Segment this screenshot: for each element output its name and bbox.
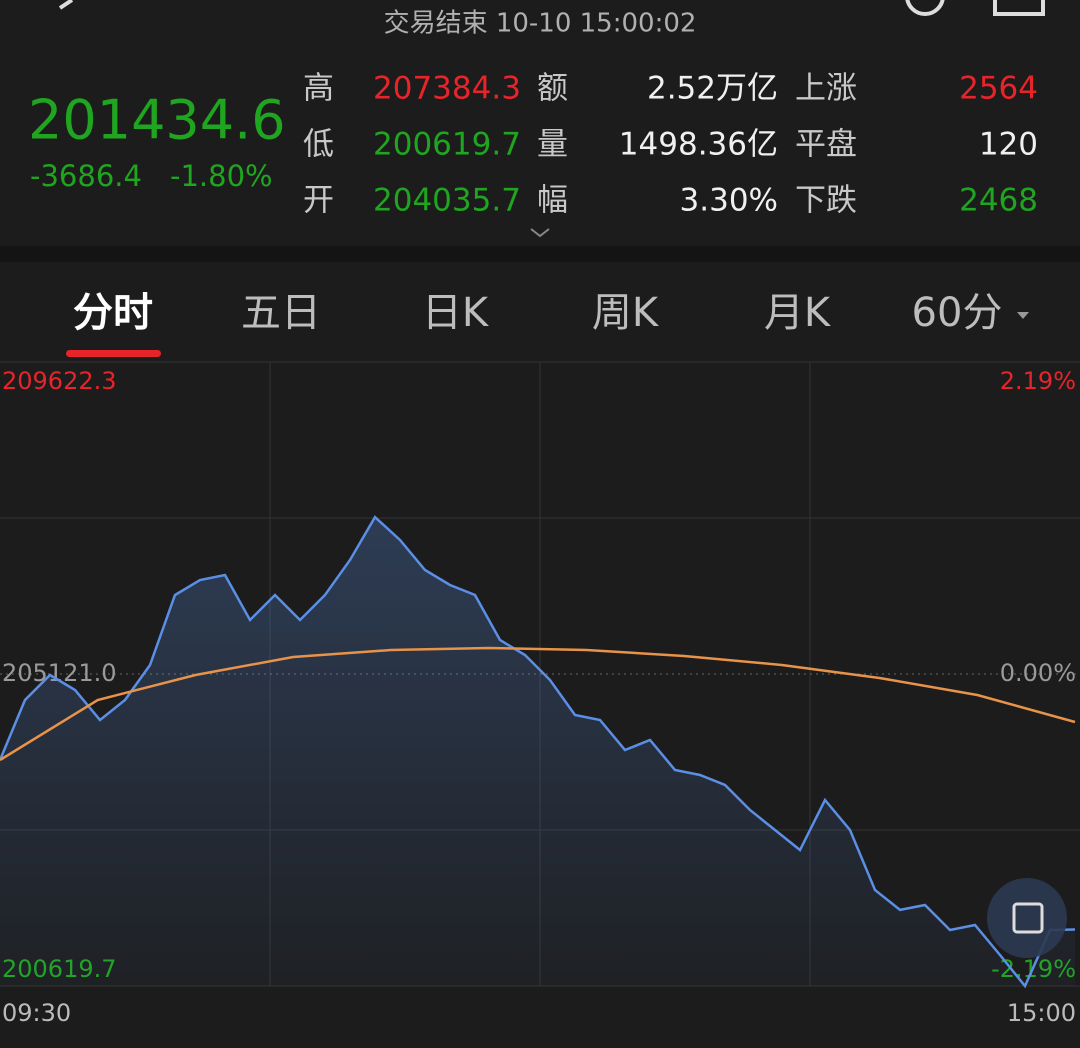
change-pct: -1.80% bbox=[170, 159, 273, 193]
float-icon[interactable] bbox=[1012, 902, 1044, 934]
expand[interactable] bbox=[530, 228, 550, 238]
stat-text: 1498.36亿 bbox=[619, 127, 778, 163]
stat-text: 2564 bbox=[959, 71, 1038, 107]
dropdown-arrow[interactable] bbox=[1017, 312, 1029, 319]
avg-line bbox=[0, 646, 1076, 762]
stat-text: 低 bbox=[303, 127, 334, 163]
stats: 高 207384.3 额 2.52万亿 上涨 2564 低 200619.7 量 1498.36亿… bbox=[303, 71, 1038, 219]
stat-text: 高 bbox=[303, 71, 334, 107]
price-area bbox=[0, 517, 1075, 986]
stat-text: 204035.7 bbox=[373, 183, 521, 219]
stat-text: 下跌 bbox=[795, 183, 857, 219]
stat-text: 平盘 bbox=[795, 127, 857, 163]
divider bbox=[0, 246, 1080, 262]
y-tick-label: 209622.3 bbox=[2, 367, 117, 395]
change: -3686.4 bbox=[30, 159, 142, 193]
price-line bbox=[0, 515, 1076, 989]
price: 201434.6 bbox=[28, 89, 286, 152]
stat-text: 120 bbox=[979, 127, 1038, 163]
tab[interactable]: 周K bbox=[592, 290, 660, 336]
back-icon[interactable] bbox=[58, 0, 74, 10]
x-tick-label: 09:30 bbox=[2, 999, 71, 1027]
float-button[interactable] bbox=[987, 878, 1067, 958]
stat-text: 开 bbox=[303, 183, 334, 219]
search-icon[interactable] bbox=[905, 0, 945, 16]
y2-tick-label: 2.19% bbox=[1000, 367, 1076, 395]
tab[interactable]: 五日 bbox=[241, 290, 321, 336]
stat-text: 3.30% bbox=[680, 183, 778, 219]
stat-text: 2.52万亿 bbox=[647, 71, 778, 107]
chart: 209622.3205121.0200619.72.19%0.00%-2.19%… bbox=[0, 361, 1080, 1027]
status: 交易结束 10-10 15:00:02 bbox=[384, 9, 697, 39]
tab[interactable]: 日K bbox=[422, 290, 490, 336]
stat-text: 量 bbox=[537, 127, 568, 163]
stat-text: 2468 bbox=[959, 183, 1038, 219]
stat-text: 207384.3 bbox=[373, 71, 521, 107]
tab[interactable]: 分时 bbox=[73, 290, 153, 336]
stat-text: 幅 bbox=[537, 183, 568, 219]
stat-text: 200619.7 bbox=[373, 127, 521, 163]
stat-text: 额 bbox=[537, 71, 568, 107]
tab-underline bbox=[66, 350, 161, 357]
stat-text: 上涨 bbox=[795, 71, 857, 107]
tabs: 分时 五日 日K 周K 月K 60分 bbox=[73, 290, 1002, 336]
y2-tick-label: 0.00% bbox=[1000, 659, 1076, 687]
menu-icon[interactable] bbox=[993, 0, 1045, 16]
tab[interactable]: 60分 bbox=[912, 290, 1003, 336]
x-tick-label: 15:00 bbox=[1007, 999, 1076, 1027]
tab[interactable]: 月K bbox=[764, 290, 832, 336]
